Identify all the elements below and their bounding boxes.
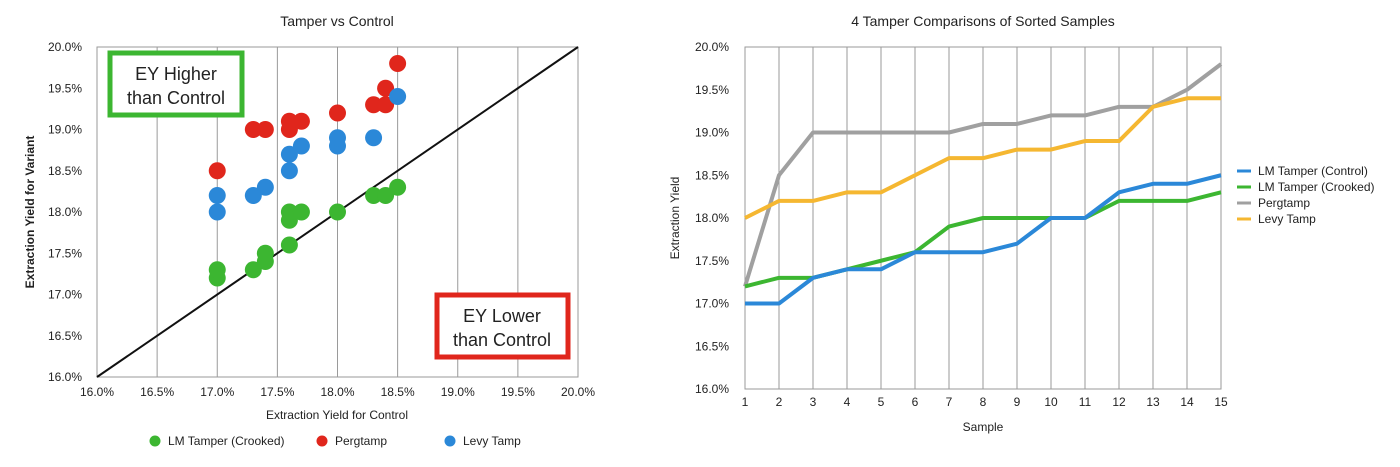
left-x-tick-label: 18.5%	[381, 385, 415, 399]
legend-label: LM Tamper (Crooked)	[1258, 180, 1374, 194]
legend-marker	[317, 436, 328, 447]
left-x-tick-label: 20.0%	[561, 385, 595, 399]
scatter-point	[329, 204, 346, 221]
right-plot-area: 1 2 3 4 5 6 7 8 9 10 11 12 13 14 1516.0%16.5%17.0%17.5…	[695, 40, 1375, 409]
legend-label: Levy Tamp	[463, 434, 521, 448]
right-x-tick-label: 1	[742, 395, 749, 409]
right-chart-title: 4 Tamper Comparisons of Sorted Samples	[851, 13, 1115, 29]
right-y-tick-label: 18.0%	[695, 211, 729, 225]
right-y-tick-label: 19.0%	[695, 126, 729, 140]
left-y-tick-label: 17.0%	[48, 288, 82, 302]
scatter-point	[209, 187, 226, 204]
left-x-tick-label: 18.0%	[320, 385, 354, 399]
right-y-tick-label: 20.0%	[695, 40, 729, 54]
scatter-point	[329, 105, 346, 122]
left-chart-title: Tamper vs Control	[280, 13, 394, 29]
right-x-tick-label: 10	[1044, 395, 1058, 409]
left-x-axis-label: Extraction Yield for Control	[266, 408, 408, 422]
left-plot-area: 16.0% 16.5% 17.0% 17.5% 18.0% 18.5% 19.0% 19.5%…	[48, 40, 595, 448]
left-y-tick-label: 16.5%	[48, 329, 82, 343]
left-y-tick-label: 19.5%	[48, 81, 82, 95]
left-x-tick-label: 17.0%	[200, 385, 234, 399]
scatter-point	[293, 138, 310, 155]
right-x-tick-label: 4	[844, 395, 851, 409]
left-y-tick-label: 18.0%	[48, 205, 82, 219]
right-y-tick-label: 17.5%	[695, 254, 729, 268]
legend-label: Levy Tamp	[1258, 212, 1316, 226]
left-x-tick-label: 16.5%	[140, 385, 174, 399]
scatter-point	[329, 129, 346, 146]
right-x-tick-label: 11	[1079, 395, 1092, 409]
right-x-tick-label: 14	[1180, 395, 1194, 409]
scatter-point	[389, 88, 406, 105]
legend-marker	[445, 436, 456, 447]
left-y-tick-label: 17.5%	[48, 246, 82, 260]
left-y-tick-label: 20.0%	[48, 40, 82, 54]
scatter-point	[209, 261, 226, 278]
scatter-point	[281, 162, 298, 179]
right-x-tick-label: 12	[1112, 395, 1126, 409]
scatter-point	[389, 55, 406, 72]
scatter-point	[257, 245, 274, 262]
left-y-axis-label: Extraction Yield for Variant	[23, 136, 37, 289]
right-y-tick-label: 19.5%	[695, 83, 729, 97]
ey-lower-label: EY Lower	[463, 306, 541, 326]
scatter-point	[257, 121, 274, 138]
right-x-tick-label: 3	[810, 395, 817, 409]
ey-lower-label: than Control	[453, 330, 551, 350]
right-y-axis-label: Extraction Yield	[668, 177, 682, 260]
legend-marker	[150, 436, 161, 447]
scatter-point	[281, 237, 298, 254]
right-x-tick-label: 7	[946, 395, 953, 409]
scatter-point	[257, 179, 274, 196]
scatter-point	[209, 204, 226, 221]
left-x-tick-label: 19.0%	[441, 385, 475, 399]
ey-higher-label: EY Higher	[135, 64, 217, 84]
scatter-point	[389, 179, 406, 196]
left-x-tick-label: 17.5%	[260, 385, 294, 399]
left-x-tick-label: 16.0%	[80, 385, 114, 399]
right-x-tick-label: 2	[776, 395, 783, 409]
right-y-tick-label: 16.5%	[695, 339, 729, 353]
right-x-tick-label: 13	[1146, 395, 1160, 409]
right-y-tick-label: 18.5%	[695, 168, 729, 182]
ey-higher-label: than Control	[127, 88, 225, 108]
scatter-point	[209, 162, 226, 179]
legend-label: Pergtamp	[335, 434, 387, 448]
legend-label: LM Tamper (Control)	[1258, 164, 1368, 178]
right-x-tick-label: 15	[1214, 395, 1228, 409]
right-y-tick-label: 17.0%	[695, 297, 729, 311]
scatter-point	[293, 204, 310, 221]
left-y-tick-label: 16.0%	[48, 370, 82, 384]
legend-label: LM Tamper (Crooked)	[168, 434, 284, 448]
scatter-point	[365, 129, 382, 146]
left-y-tick-label: 19.0%	[48, 123, 82, 137]
right-x-tick-label: 9	[1014, 395, 1021, 409]
right-y-tick-label: 16.0%	[695, 382, 729, 396]
left-y-tick-label: 18.5%	[48, 164, 82, 178]
left-x-tick-label: 19.5%	[501, 385, 535, 399]
legend-label: Pergtamp	[1258, 196, 1310, 210]
right-x-tick-label: 5	[878, 395, 885, 409]
right-x-axis-label: Sample	[963, 420, 1004, 434]
right-x-tick-label: 6	[912, 395, 919, 409]
right-x-tick-label: 8	[980, 395, 987, 409]
scatter-point	[293, 113, 310, 130]
